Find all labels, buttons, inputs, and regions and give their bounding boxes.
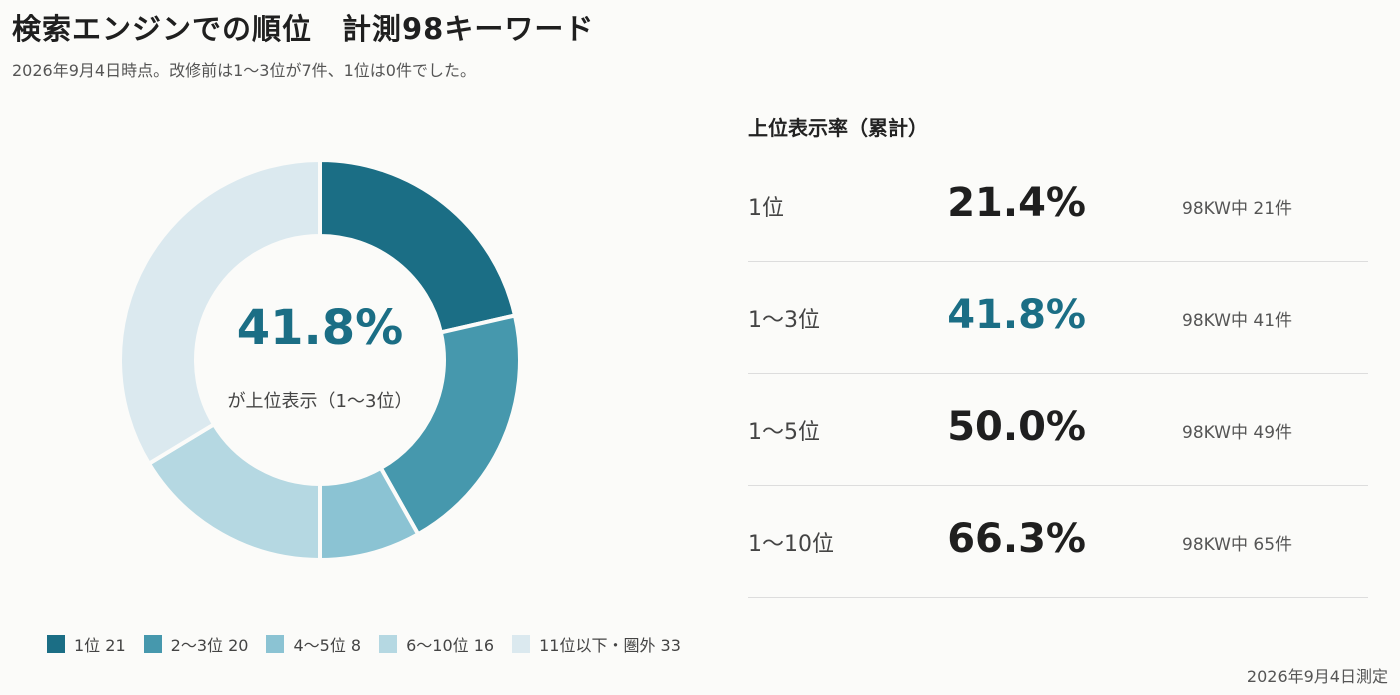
donut-chart-svg (118, 157, 522, 563)
rate-count: 98KW中 65件 (1182, 535, 1293, 555)
rate-label: 1〜3位 (748, 308, 820, 333)
legend-item-rank-4-5: 4〜5位 8 (266, 632, 361, 656)
donut-chart: 41.8% が上位表示（1〜3位） (100, 140, 540, 580)
legend-label: 6〜10位 16 (406, 636, 495, 655)
legend-swatch (512, 635, 531, 653)
legend-item-rank-6-10: 6〜10位 16 (379, 632, 494, 656)
rate-count: 98KW中 21件 (1182, 199, 1293, 219)
rate-value: 66.3% (947, 516, 1086, 562)
legend-swatch (47, 635, 65, 653)
legend-swatch (266, 635, 285, 653)
legend-item-rank-11-plus: 11位以下・圏外 33 (512, 632, 681, 656)
rate-row-top-1: 1位 21.4% 98KW中 21件 (748, 150, 1368, 262)
legend-swatch (379, 635, 398, 653)
rate-count: 98KW中 41件 (1182, 311, 1293, 331)
rates-title: 上位表示率（累計） (748, 116, 928, 140)
rate-row-top-10: 1〜10位 66.3% 98KW中 65件 (748, 486, 1368, 598)
rate-row-top-5: 1〜5位 50.0% 98KW中 49件 (748, 374, 1368, 486)
rate-value: 21.4% (947, 180, 1086, 226)
rates-table: 1位 21.4% 98KW中 21件 1〜3位 41.8% 98KW中 41件 … (748, 150, 1368, 598)
rate-value: 41.8% (947, 292, 1086, 338)
page-subtitle: 2026年9月4日時点。改修前は1〜3位が7件、1位は0件でした。 (12, 61, 476, 80)
rate-row-top-3: 1〜3位 41.8% 98KW中 41件 (748, 262, 1368, 374)
legend-item-rank-2-3: 2〜3位 20 (143, 632, 249, 656)
legend-label: 4〜5位 8 (293, 636, 362, 655)
donut-center-value: 41.8% (236, 300, 404, 356)
donut-slice-0 (318, 157, 518, 335)
page-title: 検索エンジンでの順位 計測98キーワード (12, 12, 595, 46)
legend-label: 11位以下・圏外 33 (539, 636, 681, 655)
rate-value: 50.0% (947, 404, 1086, 450)
rate-label: 1〜5位 (748, 420, 820, 445)
rate-label: 1〜10位 (748, 532, 834, 557)
donut-center-label: が上位表示（1〜3位） (227, 391, 413, 412)
chart-legend: 1位 21 2〜3位 20 4〜5位 8 6〜10位 16 11位以下・圏外 3… (47, 632, 681, 656)
legend-swatch (143, 635, 162, 653)
legend-label: 2〜3位 20 (170, 636, 249, 655)
donut-slice-4 (118, 157, 322, 467)
legend-label: 1位 21 (74, 636, 126, 655)
legend-item-rank-1: 1位 21 (47, 632, 126, 656)
measurement-date-note: 2026年9月4日測定 (1246, 667, 1388, 686)
rate-label: 1位 (748, 196, 784, 221)
rate-count: 98KW中 49件 (1182, 423, 1293, 443)
